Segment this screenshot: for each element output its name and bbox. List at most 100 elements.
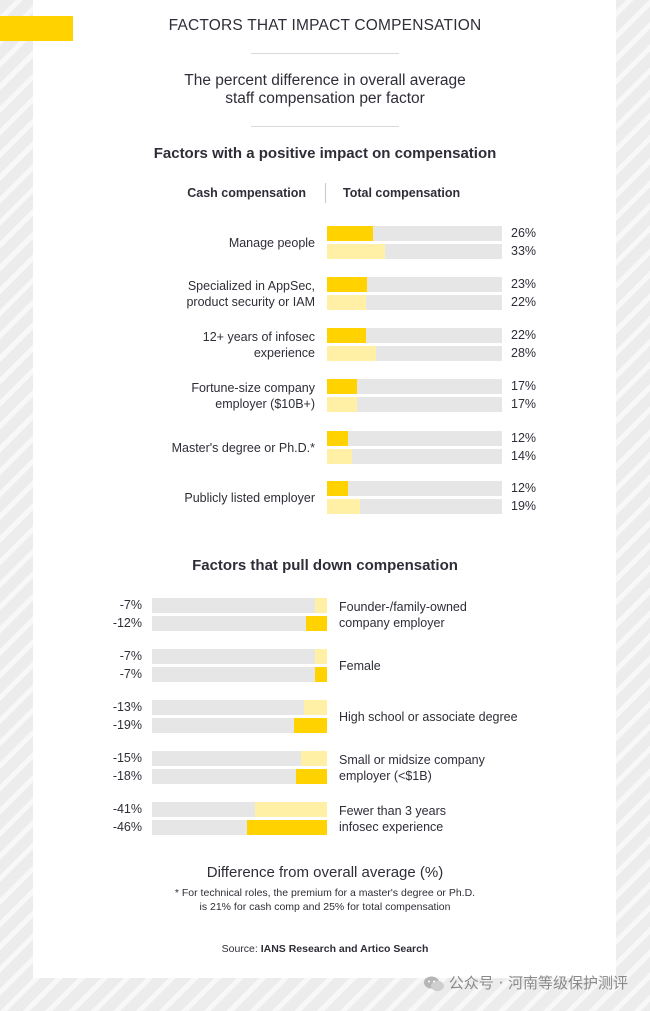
bar-track [152,598,327,613]
category-label-line: Small or midsize company [339,753,485,767]
bar-track [152,700,327,715]
category-label: High school or associate degree [339,709,569,725]
cash-bar [306,616,327,631]
value-label: 22% [511,328,537,342]
value-label: 28% [511,346,537,360]
total-bar [304,700,327,715]
bar-track [152,769,327,784]
value-label: 12% [511,431,537,445]
value-label: -7% [119,649,142,663]
category-label-line: company employer [339,616,445,630]
source-credit: Source: IANS Research and Artico Search [0,943,650,955]
total-bar [327,346,376,361]
category-label: Fewer than 3 years infosec experience [339,803,569,835]
bar-track [152,802,327,817]
bar-track [327,397,502,412]
value-label: 19% [511,499,537,513]
category-label-line: 12+ years of infosec [202,330,315,344]
bar-track [327,481,502,496]
bar-track [152,649,327,664]
bar-track [152,718,327,733]
value-label: -7% [119,598,142,612]
value-label: 23% [511,277,537,291]
category-label: 12+ years of infosec experience [120,329,315,361]
bar-track [327,226,502,241]
cash-bar [327,431,348,446]
category-label-line: employer (<$1B) [339,769,432,783]
positive-section-title: Factors with a positive impact on compen… [153,145,497,162]
divider [251,126,399,127]
value-label: -18% [112,769,142,783]
value-label: -12% [112,616,142,630]
accent-bar [0,16,73,41]
category-label-line: High school or associate degree [339,710,518,724]
cash-bar [314,667,327,682]
total-bar [327,397,357,412]
divider [251,53,399,54]
watermark: 公众号 · 河南等级保护测评 [423,972,628,993]
category-label-line: Master's degree or Ph.D.* [171,441,315,455]
negative-section-title: Factors that pull down compensation [192,557,458,574]
x-axis-label: Difference from overall average (%) [206,864,444,881]
category-label-line: Specialized in AppSec, [187,279,315,293]
cash-bar [327,481,348,496]
cash-bar [327,226,373,241]
category-label: Publicly listed employer [120,490,315,506]
cash-bar [293,718,327,733]
total-bar [255,802,327,817]
legend-total: Total compensation [343,186,461,200]
cash-bar [246,820,327,835]
bar-track [327,379,502,394]
value-label: 14% [511,449,537,463]
category-label-line: Fewer than 3 years [339,804,446,818]
category-label: Specialized in AppSec, product security o… [120,278,315,310]
footnote-line-1: * For technical roles, the premium for a… [174,887,476,899]
bar-track [327,346,502,361]
category-label-line: employer ($10B+) [215,397,315,411]
value-label: -41% [112,802,142,816]
source-name: IANS Research and Artico Search [260,943,429,955]
value-label: -46% [112,820,142,834]
category-label-line: Publicly listed employer [184,491,315,505]
value-label: 17% [511,397,537,411]
category-label-line: Manage people [228,236,315,250]
subtitle: The percent difference in overall averag… [0,72,650,108]
bar-track [327,244,502,259]
legend-separator [325,183,326,203]
bar-track [152,751,327,766]
category-label-line: infosec experience [339,820,444,834]
source-prefix: Source: [221,943,261,955]
value-label: 33% [511,244,537,258]
category-label: Master's degree or Ph.D.* [120,440,315,456]
footnote-line-2: is 21% for cash comp and 25% for total c… [199,901,451,913]
total-bar [327,449,352,464]
cash-bar [295,769,327,784]
category-label-line: experience [253,346,315,360]
subtitle-line-2: staff compensation per factor [225,90,425,107]
category-label-line: product security or IAM [186,295,315,309]
page-title: FACTORS THAT IMPACT COMPENSATION [168,17,482,34]
category-label: Female [339,658,569,674]
category-label: Fortune-size company employer ($10B+) [120,380,315,412]
category-label: Founder-/family-owned company employer [339,599,569,631]
watermark-text: 公众号 · 河南等级保护测评 [448,974,628,992]
bar-track [327,295,502,310]
legend-cash: Cash compensation [187,186,306,200]
cash-bar [327,277,368,292]
total-bar [327,244,385,259]
value-label: 26% [511,226,537,240]
value-label: 12% [511,481,537,495]
bar-track [152,820,327,835]
bar-track [327,328,502,343]
category-label-line: Female [339,659,381,673]
bar-track [327,431,502,446]
footnote: * For technical roles, the premium for a… [0,886,650,914]
wechat-icon [423,976,444,991]
total-bar [314,598,327,613]
bar-track [327,449,502,464]
total-bar [300,751,327,766]
category-label-line: Founder-/family-owned [339,600,467,614]
value-label: 17% [511,379,537,393]
total-bar [314,649,327,664]
cash-bar [327,379,357,394]
